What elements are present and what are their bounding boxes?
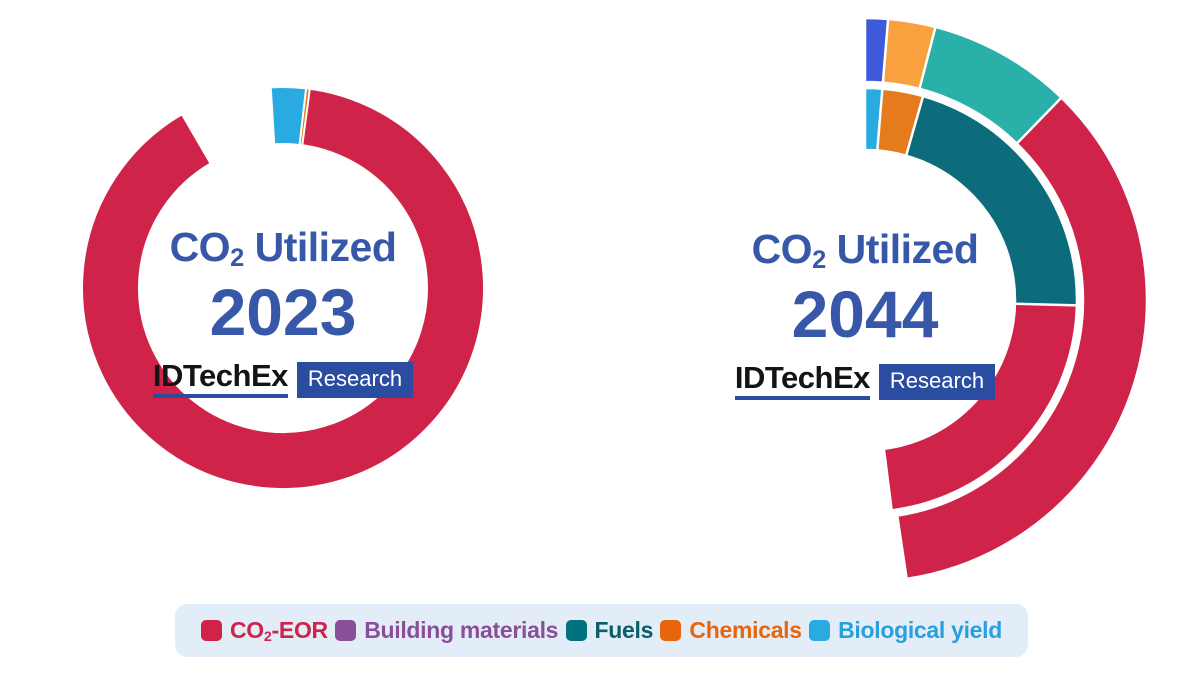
slice-biological-yield xyxy=(863,86,884,152)
legend-label-fuels: Fuels xyxy=(594,617,654,643)
slice-co2-eor xyxy=(863,16,1149,581)
legend-label-biological-yield: Biological yield xyxy=(838,617,1002,643)
idtechex-logo: IDTechEx Research xyxy=(152,360,414,398)
legend-item-chemicals: Chemicals xyxy=(660,617,802,644)
slice-biological-yield xyxy=(863,16,890,84)
idtechex-logo-wordmark: IDTechEx xyxy=(734,362,870,400)
legend: CO2-EOR Building materials Fuels Chemica… xyxy=(175,604,1028,657)
legend-item-co2-eor: CO2-EOR xyxy=(201,617,328,645)
slice-co2-eor xyxy=(81,85,485,490)
legend-swatch-chemicals xyxy=(660,620,682,641)
slice-biological-yield xyxy=(269,86,308,146)
left-donut-year: 2023 xyxy=(209,275,357,349)
legend-item-biological-yield: Biological yield xyxy=(809,617,1002,644)
legend-label-co2-eor: CO2-EOR xyxy=(230,617,328,645)
left-donut-title: CO2 Utilized xyxy=(169,224,397,272)
legend-label-chemicals: Chemicals xyxy=(689,617,802,643)
left-donut-center: CO2 Utilized 2023 IDTechEx Research xyxy=(113,224,453,398)
idtechex-logo-wordmark: IDTechEx xyxy=(152,360,288,398)
right-donut-title: CO2 Utilized xyxy=(751,226,979,274)
legend-swatch-building-materials xyxy=(335,620,357,641)
slice-fuels xyxy=(863,86,1079,307)
legend-item-building-materials: Building materials xyxy=(335,617,558,644)
legend-label-building-materials: Building materials xyxy=(364,617,559,643)
legend-swatch-co2-eor xyxy=(201,620,222,641)
right-donut-year: 2044 xyxy=(791,277,939,351)
legend-swatch-biological-yield xyxy=(809,620,831,641)
idtechex-logo-research-badge: Research xyxy=(878,363,996,400)
legend-item-fuels: Fuels xyxy=(565,617,654,644)
legend-swatch-fuels xyxy=(565,620,587,641)
idtechex-logo-research-badge: Research xyxy=(296,361,414,398)
idtechex-logo: IDTechEx Research xyxy=(734,362,996,400)
right-donut-center: CO2 Utilized 2044 IDTechEx Research xyxy=(695,226,1035,400)
